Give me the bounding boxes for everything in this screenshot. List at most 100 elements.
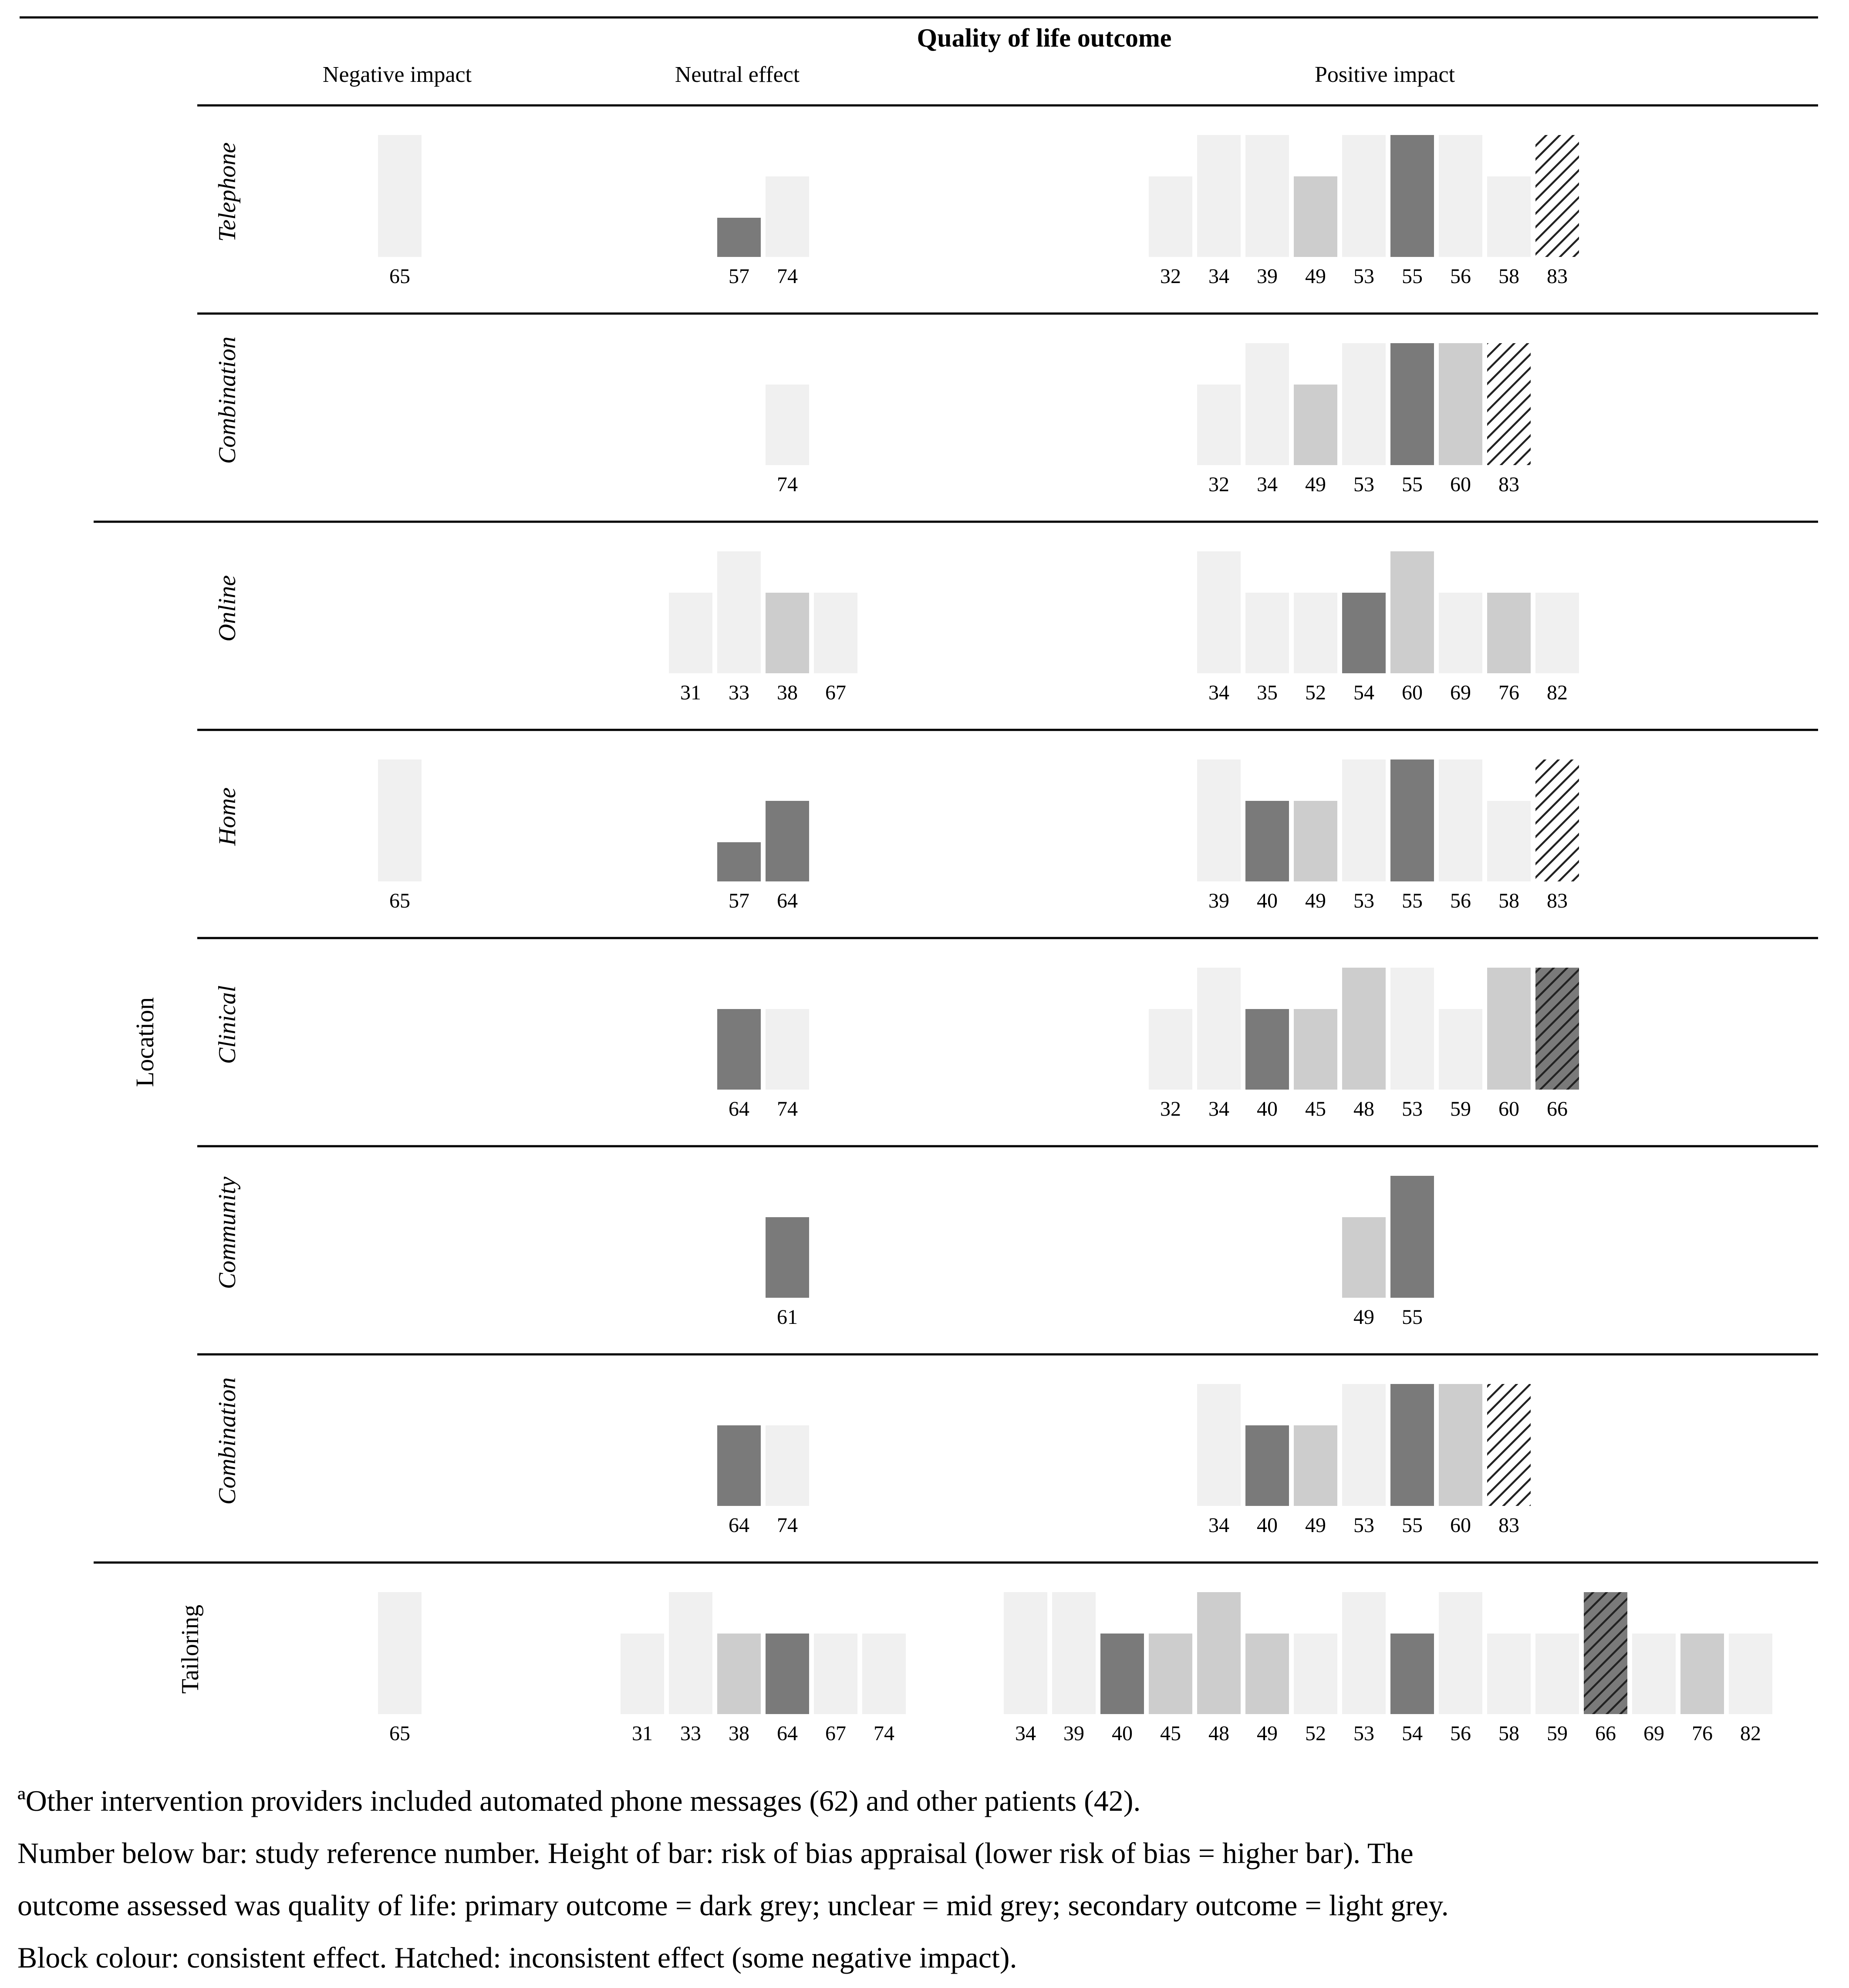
bar-ref-83 (1535, 135, 1579, 257)
bar-ref-40 (1245, 801, 1289, 881)
bar-ref-59 (1439, 1009, 1482, 1090)
bar-ref-49 (1294, 801, 1337, 881)
bar-ref-label: 52 (1305, 681, 1326, 704)
bar-ref-33 (669, 1592, 712, 1714)
row-community: Community 61 49 55 (214, 1176, 1434, 1329)
bar-ref-52 (1294, 1634, 1337, 1714)
bar-ref-45 (1294, 1009, 1337, 1090)
column-header-1: Neutral effect (675, 62, 800, 87)
bar-ref-31 (669, 593, 712, 673)
bar-ref-label: 35 (1257, 681, 1278, 704)
bar-ref-58 (1487, 801, 1531, 881)
bar-ref-83 (1535, 759, 1579, 881)
bar-ref-82 (1535, 593, 1579, 673)
bar-ref-label: 53 (1353, 265, 1374, 288)
row-label: Tailoring (177, 1605, 204, 1694)
bar-ref-label: 34 (1208, 1514, 1229, 1537)
bar-ref-label: 74 (777, 265, 798, 288)
bar-ref-label: 69 (1450, 681, 1471, 704)
bar-ref-label: 65 (389, 265, 410, 288)
bar-ref-39 (1245, 135, 1289, 257)
bar-ref-82 (1729, 1634, 1772, 1714)
bar-ref-label: 56 (1450, 889, 1471, 912)
bar-ref-label: 38 (777, 681, 798, 704)
bar-ref-34 (1197, 968, 1241, 1090)
bar-ref-label: 49 (1305, 265, 1326, 288)
bar-ref-34 (1197, 135, 1241, 257)
bar-ref-label: 67 (825, 1722, 846, 1745)
bar-ref-34 (1245, 343, 1289, 465)
row-combination: Combination 64 74 34 40 49 53 55 60 83 (214, 1377, 1531, 1537)
bar-ref-66 (1535, 968, 1579, 1090)
bar-ref-label: 55 (1402, 473, 1423, 496)
bar-ref-label: 48 (1353, 1097, 1374, 1121)
bar-ref-label: 66 (1547, 1097, 1568, 1121)
bar-ref-label: 60 (1450, 1514, 1471, 1537)
bar-ref-label: 64 (729, 1097, 749, 1121)
bar-ref-label: 83 (1547, 889, 1568, 912)
bar-ref-label: 34 (1015, 1722, 1036, 1745)
bar-ref-69 (1632, 1634, 1676, 1714)
bar-ref-label: 40 (1112, 1722, 1133, 1745)
bar-ref-57 (717, 218, 761, 257)
bar-ref-66 (1584, 1592, 1627, 1714)
bar-ref-label: 38 (729, 1722, 749, 1745)
bar-ref-label: 39 (1063, 1722, 1084, 1745)
bar-ref-label: 69 (1643, 1722, 1664, 1745)
bar-ref-label: 40 (1257, 1514, 1278, 1537)
bar-ref-55 (1390, 135, 1434, 257)
bar-ref-label: 49 (1305, 473, 1326, 496)
bar-ref-label: 39 (1208, 889, 1229, 912)
row-label: Combination (214, 337, 241, 464)
bar-ref-label: 57 (729, 265, 749, 288)
bar-ref-40 (1245, 1009, 1289, 1090)
bar-ref-57 (717, 842, 761, 881)
row-label: Clinical (214, 986, 241, 1064)
bar-ref-45 (1149, 1634, 1192, 1714)
bar-ref-35 (1245, 593, 1289, 673)
chart-title: Quality of life outcome (917, 24, 1172, 52)
bar-ref-54 (1342, 593, 1386, 673)
bar-ref-60 (1439, 1384, 1482, 1506)
bar-ref-49 (1294, 1425, 1337, 1506)
row-home: Home 65 57 64 39 40 49 53 55 56 58 83 (214, 759, 1579, 912)
bar-ref-34 (1197, 551, 1241, 673)
bar-ref-label: 49 (1353, 1306, 1374, 1329)
bar-ref-65 (378, 135, 422, 257)
bar-ref-58 (1487, 1634, 1531, 1714)
bar-ref-label: 82 (1740, 1722, 1761, 1745)
row-label: Combination (214, 1377, 241, 1505)
bar-ref-53 (1342, 759, 1386, 881)
footnote-legend-2: outcome assessed was quality of life: pr… (17, 1889, 1449, 1922)
bar-ref-74 (766, 1009, 809, 1090)
bar-ref-65 (378, 759, 422, 881)
bar-ref-31 (621, 1634, 664, 1714)
bar-ref-55 (1390, 759, 1434, 881)
bar-ref-label: 58 (1498, 265, 1519, 288)
bar-ref-label: 74 (777, 1514, 798, 1537)
bar-ref-53 (1342, 135, 1386, 257)
bar-ref-label: 45 (1305, 1097, 1326, 1121)
bar-ref-53 (1342, 1384, 1386, 1506)
bar-ref-label: 34 (1208, 681, 1229, 704)
bar-ref-56 (1439, 1592, 1482, 1714)
bar-ref-55 (1390, 1176, 1434, 1298)
column-header-0: Negative impact (323, 62, 472, 87)
bar-ref-label: 57 (729, 889, 749, 912)
bar-ref-48 (1197, 1592, 1241, 1714)
bar-ref-label: 32 (1160, 1097, 1181, 1121)
bar-ref-label: 58 (1498, 1722, 1519, 1745)
bar-ref-56 (1439, 135, 1482, 257)
bar-ref-74 (766, 1425, 809, 1506)
bar-ref-label: 53 (1353, 1722, 1374, 1745)
group-label-location: Location (131, 997, 159, 1087)
bar-ref-label: 33 (680, 1722, 701, 1745)
bar-ref-label: 65 (389, 1722, 410, 1745)
bar-ref-53 (1342, 343, 1386, 465)
bar-ref-label: 64 (729, 1514, 749, 1537)
bar-ref-label: 60 (1402, 681, 1423, 704)
column-header-2: Positive impact (1315, 62, 1455, 87)
bar-ref-64 (766, 801, 809, 881)
bar-ref-label: 55 (1402, 1306, 1423, 1329)
